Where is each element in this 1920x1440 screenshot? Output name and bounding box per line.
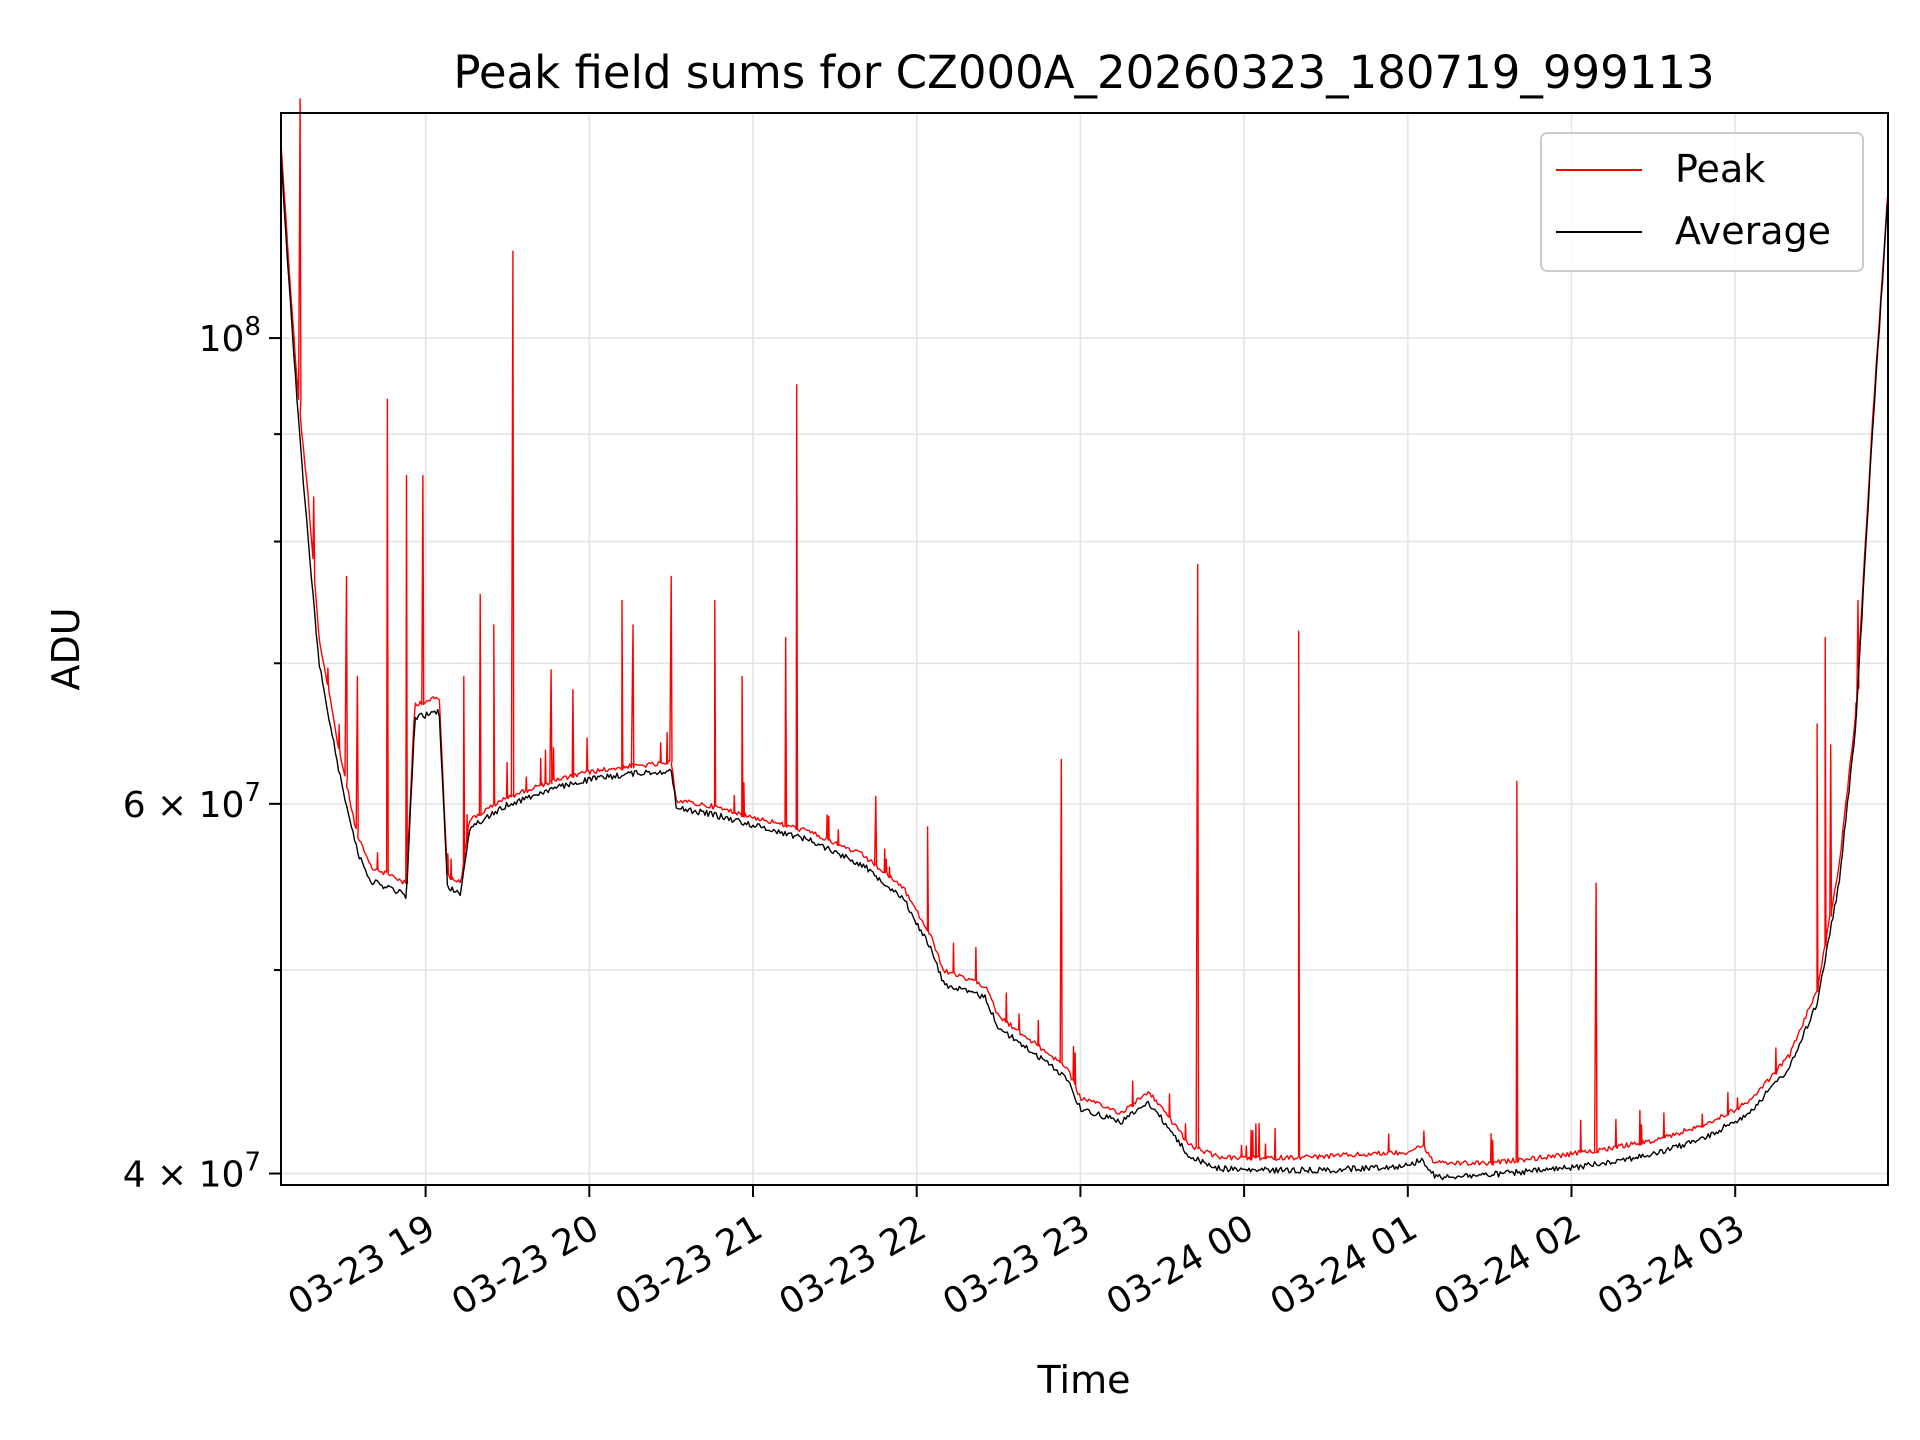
legend-label-average: Average — [1675, 209, 1831, 253]
x-tick-label: 03-23 21 — [609, 1207, 770, 1323]
plot-frame — [280, 112, 1889, 1186]
legend: Peak Average — [1540, 132, 1864, 272]
series-line-peak — [280, 98, 1889, 1166]
x-tick-label: 03-24 03 — [1591, 1207, 1752, 1323]
x-tick-label: 03-24 00 — [1100, 1207, 1261, 1323]
y-tick-label: 108 — [199, 312, 261, 360]
y-axis-label: ADU — [44, 607, 88, 690]
x-axis-label: Time — [1037, 1358, 1131, 1402]
y-tick-label: 6 × 107 — [123, 778, 261, 826]
x-tick-label: 03-23 23 — [936, 1207, 1097, 1323]
series-line-average — [280, 156, 1889, 1181]
x-tick-label: 03-24 01 — [1264, 1207, 1425, 1323]
x-tick-label: 03-24 02 — [1427, 1207, 1588, 1323]
legend-box — [1540, 132, 1864, 272]
grid-layer — [281, 113, 1888, 1185]
x-tick-label: 03-23 20 — [445, 1207, 606, 1323]
x-tick-label: 03-23 22 — [773, 1207, 934, 1323]
series-layer — [280, 98, 1889, 1181]
legend-label-peak: Peak — [1675, 147, 1765, 191]
x-tick-label: 03-23 19 — [281, 1207, 442, 1323]
axis-layer: 03-23 19 03-23 20 03-23 21 03-23 22 03-23 23… — [123, 312, 1752, 1324]
chart-title: Peak field sums for CZ000A_20260323_1807… — [453, 46, 1714, 99]
y-tick-label: 4 × 107 — [123, 1148, 261, 1196]
